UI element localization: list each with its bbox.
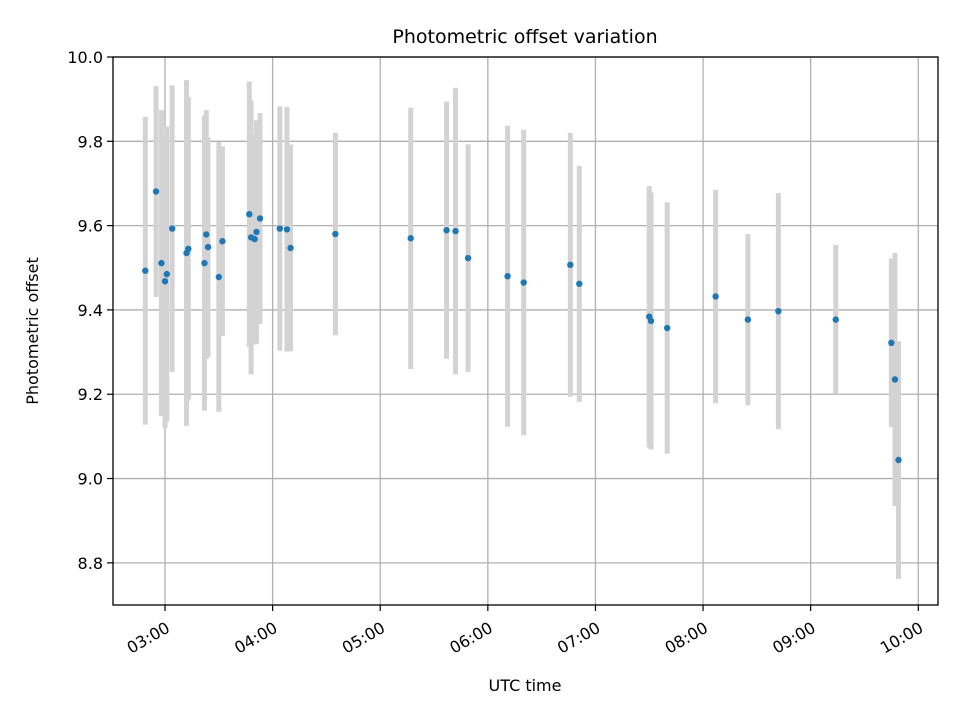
- y-axis-label: Photometric offset: [23, 257, 42, 405]
- data-point: [253, 228, 260, 236]
- x-tick-label: 04:00: [231, 618, 280, 658]
- y-tick-label: 9.6: [78, 217, 103, 236]
- error-bars: [142, 80, 902, 579]
- x-tick-label: 09:00: [769, 618, 818, 658]
- data-point: [203, 231, 210, 238]
- data-point: [158, 259, 165, 267]
- data-point: [142, 267, 149, 274]
- x-tick-label: 08:00: [662, 618, 711, 658]
- data-point: [152, 188, 160, 195]
- data-point: [891, 376, 899, 383]
- data-point: [647, 317, 655, 325]
- data-point: [576, 280, 583, 287]
- x-tick-label: 06:00: [446, 618, 495, 658]
- y-tick-label: 9.2: [78, 385, 103, 404]
- x-tick-label: 10:00: [877, 618, 926, 658]
- y-axis-ticks: 8.8 9.0 9.2 9.4 9.6 9.8 10.0: [67, 48, 113, 573]
- data-point: [888, 339, 895, 347]
- data-point: [185, 245, 192, 252]
- y-tick-label: 9.0: [78, 470, 103, 489]
- data-point: [168, 225, 176, 232]
- x-axis-ticks: 03:00 04:00 05:00 06:00 07:00 08:00 09:00 10:00: [124, 605, 926, 658]
- data-point: [256, 215, 264, 222]
- data-point: [895, 456, 902, 464]
- data-point: [276, 225, 283, 232]
- data-point: [215, 273, 223, 281]
- y-tick-label: 8.8: [78, 554, 103, 573]
- chart-title: Photometric offset variation: [392, 26, 657, 48]
- data-point: [246, 211, 253, 218]
- data-point: [287, 244, 294, 252]
- data-point: [832, 316, 839, 323]
- data-point: [201, 259, 208, 267]
- plot-frame: [112, 56, 939, 606]
- data-point: [712, 293, 719, 300]
- data-point: [464, 254, 472, 262]
- data-point: [520, 279, 527, 286]
- data-points: [142, 188, 902, 464]
- x-tick-label: 07:00: [554, 618, 603, 658]
- data-point: [283, 226, 291, 233]
- y-tick-label: 10.0: [67, 48, 103, 67]
- data-point: [407, 235, 414, 242]
- data-point: [452, 227, 459, 235]
- data-point: [163, 270, 171, 278]
- x-tick-label: 03:00: [124, 618, 173, 658]
- data-point: [504, 273, 511, 280]
- data-point: [251, 235, 258, 243]
- data-point: [663, 324, 671, 332]
- x-tick-label: 05:00: [339, 618, 388, 658]
- y-tick-label: 9.8: [78, 132, 103, 151]
- data-point: [443, 227, 450, 234]
- data-point: [775, 307, 782, 315]
- data-point: [219, 238, 226, 245]
- x-axis-label: UTC time: [489, 676, 562, 695]
- y-tick-label: 9.4: [78, 301, 103, 320]
- data-point: [567, 261, 574, 269]
- data-point: [204, 243, 212, 251]
- data-point: [332, 230, 339, 238]
- data-point: [161, 278, 169, 285]
- data-point: [744, 316, 752, 323]
